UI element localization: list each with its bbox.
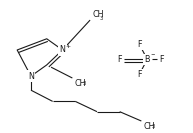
Text: F: F xyxy=(137,70,142,79)
Text: 3: 3 xyxy=(100,16,103,21)
Text: 3: 3 xyxy=(151,124,154,129)
Text: F: F xyxy=(117,55,122,64)
Text: CH: CH xyxy=(143,122,155,131)
Text: CH: CH xyxy=(92,10,104,19)
Text: N: N xyxy=(60,45,65,55)
Text: +: + xyxy=(66,44,71,49)
Text: B: B xyxy=(145,55,150,64)
Text: CH: CH xyxy=(74,79,86,88)
Text: F: F xyxy=(137,40,142,49)
Text: F: F xyxy=(159,55,163,64)
Text: 3: 3 xyxy=(82,81,85,86)
Text: −: − xyxy=(150,52,154,57)
Text: N: N xyxy=(28,72,34,81)
